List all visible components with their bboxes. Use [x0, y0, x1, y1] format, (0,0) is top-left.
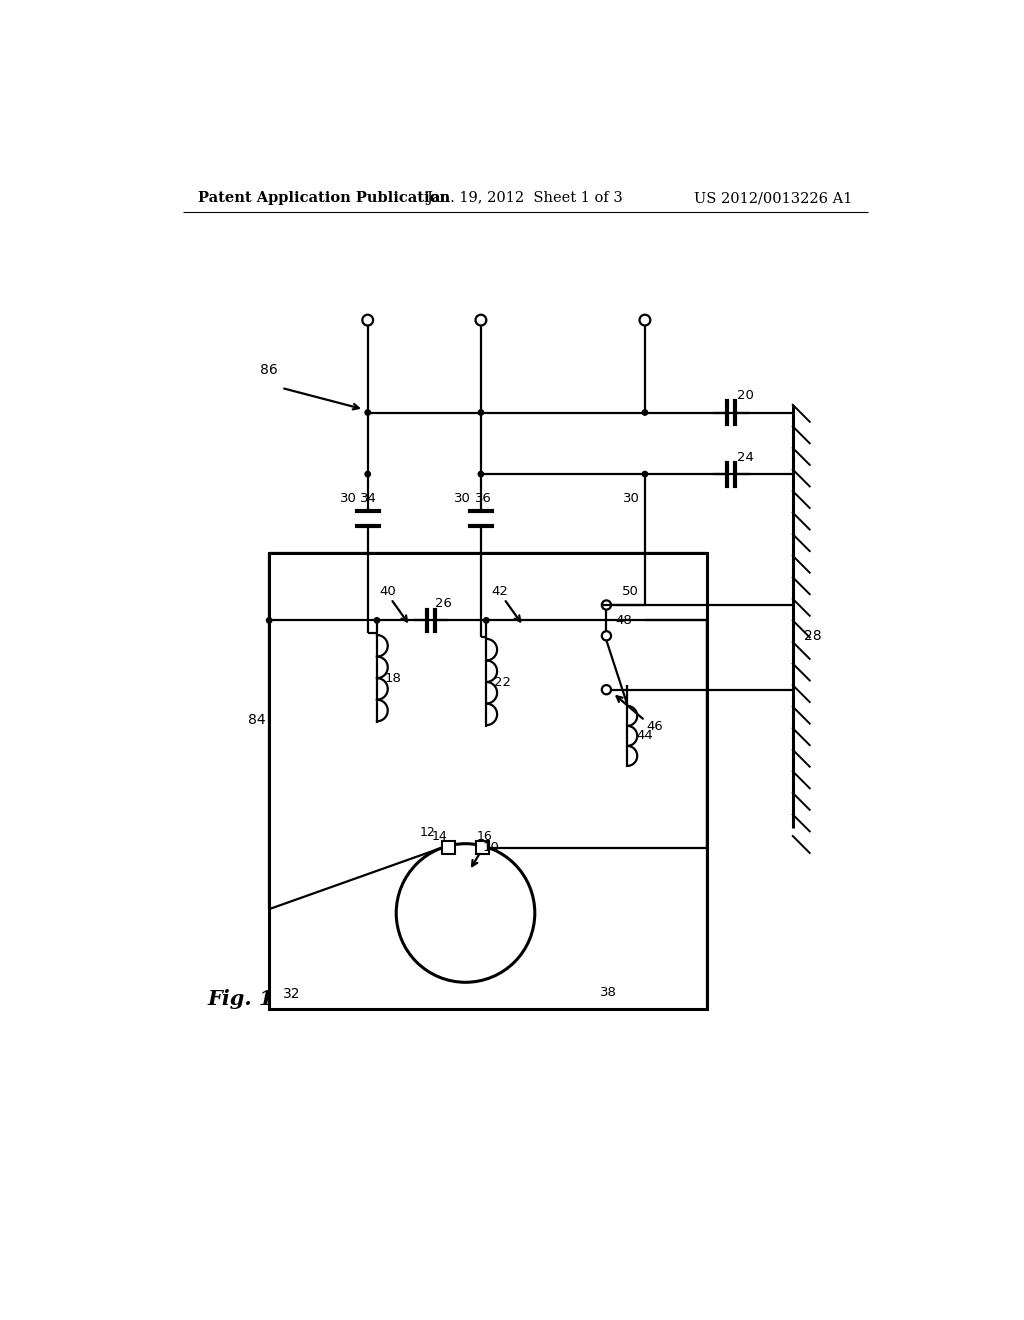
Circle shape [602, 601, 611, 610]
Text: 24: 24 [737, 450, 755, 463]
Text: 46: 46 [646, 721, 664, 733]
Text: 40: 40 [379, 585, 396, 598]
Text: 44: 44 [637, 730, 653, 742]
Circle shape [365, 471, 371, 477]
Circle shape [362, 314, 373, 326]
Text: Patent Application Publication: Patent Application Publication [199, 191, 451, 206]
Circle shape [266, 618, 271, 623]
Circle shape [642, 409, 647, 416]
Text: Jan. 19, 2012  Sheet 1 of 3: Jan. 19, 2012 Sheet 1 of 3 [426, 191, 624, 206]
Text: 84: 84 [248, 714, 265, 727]
Circle shape [478, 471, 483, 477]
Circle shape [642, 471, 647, 477]
Text: 34: 34 [360, 492, 377, 506]
Text: 16: 16 [476, 830, 493, 843]
Text: Fig. 1: Fig. 1 [208, 990, 274, 1010]
Text: 12: 12 [419, 825, 435, 838]
Text: 86: 86 [260, 363, 278, 378]
Text: 36: 36 [475, 492, 492, 506]
Circle shape [483, 618, 489, 623]
Text: 10: 10 [482, 841, 500, 854]
Text: 30: 30 [340, 492, 357, 506]
Circle shape [640, 314, 650, 326]
Text: 22: 22 [494, 676, 511, 689]
Text: 48: 48 [615, 614, 633, 627]
Circle shape [374, 618, 380, 623]
Bar [476, 841, 488, 854]
Text: 20: 20 [737, 389, 755, 403]
Text: 50: 50 [622, 585, 639, 598]
Bar [269, 553, 707, 1010]
Circle shape [602, 631, 611, 640]
Text: 28: 28 [804, 628, 821, 643]
Text: US 2012/0013226 A1: US 2012/0013226 A1 [694, 191, 853, 206]
Text: 32: 32 [283, 987, 300, 1001]
Circle shape [475, 314, 486, 326]
Text: 38: 38 [600, 986, 617, 999]
Circle shape [478, 409, 483, 416]
Circle shape [365, 409, 371, 416]
Text: 30: 30 [624, 492, 640, 506]
Bar [442, 841, 455, 854]
Circle shape [602, 685, 611, 694]
Text: 18: 18 [385, 672, 401, 685]
Text: 30: 30 [454, 492, 471, 506]
Text: 26: 26 [435, 597, 452, 610]
Circle shape [396, 843, 535, 982]
Text: 42: 42 [492, 585, 509, 598]
Text: 14: 14 [432, 830, 447, 843]
